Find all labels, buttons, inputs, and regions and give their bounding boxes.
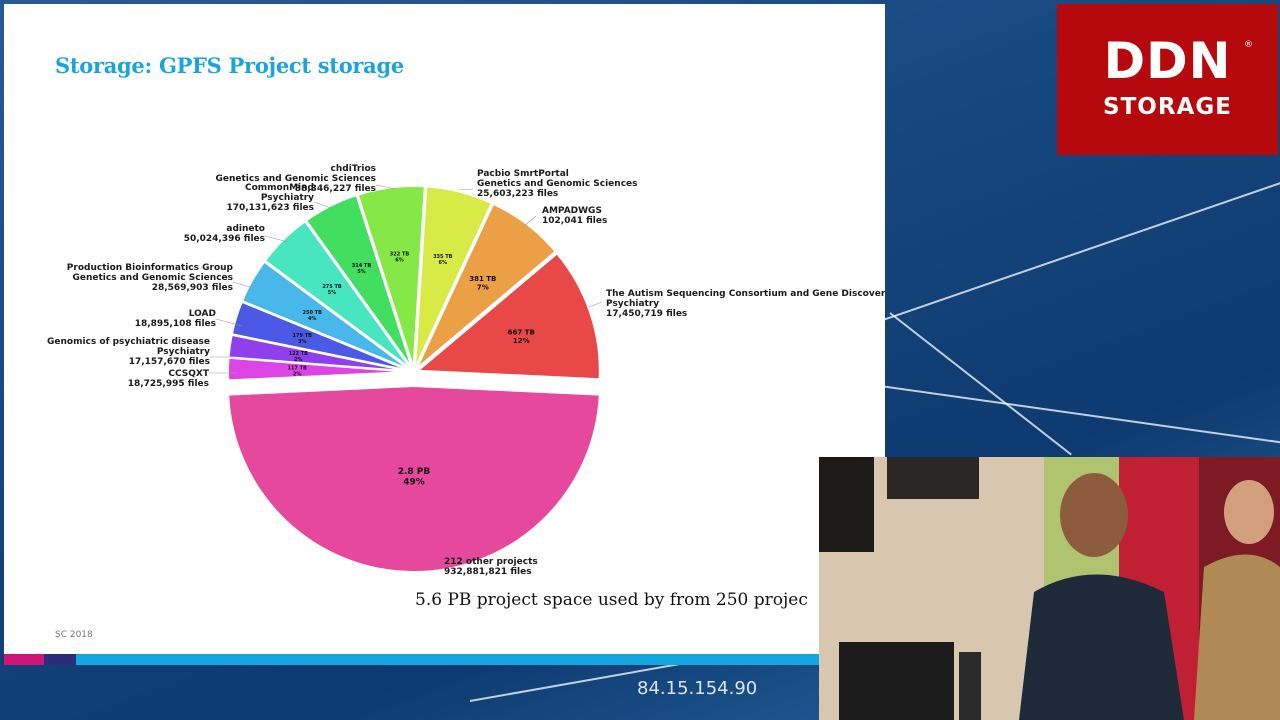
label-leader-line <box>215 318 243 327</box>
slice-category-label: LOAD <box>189 309 216 319</box>
speaker-camera-inset <box>819 457 1280 720</box>
slice-category-label: 102,041 files <box>542 216 607 226</box>
slice-value-label: 117 TB <box>287 365 307 371</box>
light-beam <box>879 385 1280 446</box>
slice-category-label: 17,157,670 files <box>129 357 210 367</box>
slice-category-label: Psychiatry <box>157 347 210 357</box>
slice-category-label: 88,346,227 files <box>295 184 376 194</box>
slice-percent-label: 5% <box>328 290 337 296</box>
slice-percent-label: 6% <box>439 260 448 266</box>
logo-line-ddn: DDN <box>1103 32 1232 90</box>
label-leader-line <box>232 281 257 290</box>
slice-percent-label: 2% <box>293 371 302 377</box>
slice-value-label: 322 TB <box>390 251 410 257</box>
slice-category-label: Psychiatry <box>261 193 314 203</box>
slice-category-label: 170,131,623 files <box>226 203 314 213</box>
slice-percent-label: 6% <box>395 257 404 263</box>
light-beam <box>879 180 1280 322</box>
pie-slice <box>304 193 414 370</box>
slide-title: Storage: GPFS Project storage <box>55 53 404 78</box>
slice-category-label: 212 other projects <box>444 557 538 567</box>
label-leader-line <box>375 184 397 190</box>
slice-category-label: 28,569,903 files <box>152 283 233 293</box>
slice-value-label: 275 TB <box>322 284 342 290</box>
slice-percent-label: 49% <box>403 478 425 488</box>
slice-category-label: chdiTrios <box>331 164 376 174</box>
label-leader-line <box>523 215 537 227</box>
slice-category-label: Pacbio SmrtPortal <box>477 169 569 179</box>
logo-registered-mark: ® <box>1244 40 1253 50</box>
slice-category-label: CCSQXT <box>168 369 209 379</box>
slice-percent-label: 5% <box>357 269 366 275</box>
slice-category-label: 18,895,108 files <box>135 319 216 329</box>
slide-footer-bar <box>4 654 885 665</box>
slice-value-label: 179 TB <box>293 333 313 339</box>
slice-category-label: Production Bioinformatics Group <box>67 263 234 273</box>
slice-value-label: 2.8 PB <box>398 467 431 477</box>
slice-percent-label: 4% <box>308 316 317 322</box>
pie-slice <box>415 252 601 381</box>
slice-category-label: The Autism Sequencing Consortium and Gen… <box>606 289 885 299</box>
slice-category-label: 25,603,223 files <box>477 189 558 199</box>
slide-footer: SC 2018 <box>55 630 93 640</box>
slice-value-label: 381 TB <box>469 275 496 283</box>
label-leader-line <box>264 235 289 243</box>
slice-value-label: 250 TB <box>303 310 323 316</box>
presentation-slide: Storage: GPFS Project storage 2.8 PB 49% 2… <box>4 4 885 665</box>
slice-value-label: 335 TB <box>433 254 453 260</box>
slice-category-label: CommonMind <box>245 183 314 193</box>
slice-category-label: Genetics and Genomic Sciences <box>73 273 234 283</box>
slice-category-label: Genomics of psychiatric disease <box>47 337 210 347</box>
pie-slice <box>356 185 426 369</box>
pie-slice <box>227 384 601 574</box>
ddn-storage-logo: DDN ® STORAGE <box>1057 4 1278 155</box>
overlay-ip-text: 84.15.154.90 <box>637 678 758 699</box>
slice-category-label: 50,024,396 files <box>184 234 265 244</box>
pie-slice <box>263 219 413 370</box>
slice-percent-label: 12% <box>513 337 530 345</box>
label-leader-line <box>313 201 335 210</box>
pie-slice <box>240 260 412 371</box>
speaker-photo <box>819 457 1280 720</box>
slice-value-label: 314 TB <box>352 263 372 269</box>
slice-category-label: adineto <box>226 224 265 234</box>
slice-category-label: Psychiatry <box>606 299 659 309</box>
slice-category-label: Genetics and Genomic Sciences <box>216 174 377 184</box>
slice-category-label: 18,725,995 files <box>128 379 209 389</box>
slice-category-label: 17,450,719 files <box>606 309 687 319</box>
slice-percent-label: 3% <box>298 339 307 345</box>
logo-line-storage: STORAGE <box>1103 94 1232 120</box>
light-beam <box>889 312 1072 456</box>
slice-category-label: Genetics and Genomic Sciences <box>477 179 638 189</box>
slice-percent-label: 7% <box>477 283 489 291</box>
slice-category-label: AMPADWGS <box>542 206 602 216</box>
slice-percent-label: 2% <box>294 357 303 363</box>
pie-slice <box>415 202 558 370</box>
slice-category-label: 932,881,821 files <box>444 567 532 577</box>
slice-value-label: 667 TB <box>508 329 535 337</box>
slide-caption: 5.6 PB project space used by from 250 pr… <box>415 590 808 610</box>
label-leader-line <box>458 188 474 191</box>
label-leader-line <box>588 301 603 308</box>
slice-value-label: 122 TB <box>289 351 309 357</box>
pie-slice <box>413 185 494 369</box>
